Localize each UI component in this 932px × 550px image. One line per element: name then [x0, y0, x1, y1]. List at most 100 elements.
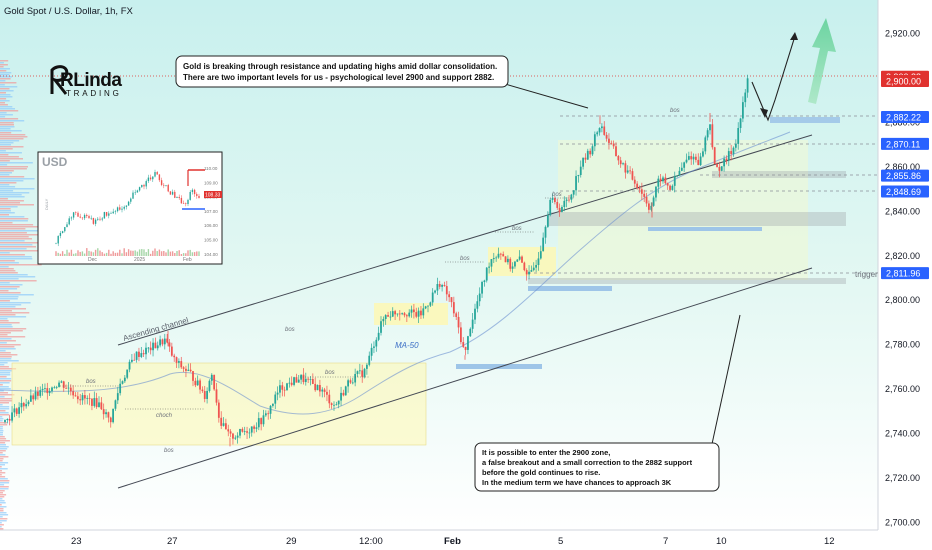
time-label: 12:00 [359, 536, 383, 547]
volume-profile-bar [0, 352, 11, 354]
candle-body [241, 428, 244, 432]
candle-body [431, 292, 434, 303]
volume-profile-bar [0, 436, 5, 438]
candle-body [739, 118, 742, 128]
candle-body [666, 183, 669, 186]
candle-body [243, 431, 246, 433]
inset-tick-label: 109.00 [204, 180, 218, 185]
candle-body [302, 374, 305, 383]
candle-body [476, 301, 479, 309]
candle-body [492, 258, 495, 260]
inset-candle-body [75, 212, 77, 213]
candle-body [683, 162, 686, 168]
volume-profile-bar [0, 474, 2, 476]
candle-body [133, 359, 136, 361]
volume-profile-bar [0, 472, 6, 474]
candle-body [598, 128, 601, 133]
volume-profile-bar [0, 130, 22, 132]
candle-body [185, 368, 187, 371]
top-note[interactable]: Gold is breaking through resistance and … [175, 55, 509, 88]
volume-profile-bar [0, 188, 35, 190]
bottom-note[interactable]: It is possible to enter the 2900 zone, a… [474, 442, 720, 492]
candle-body [558, 207, 561, 213]
blue-marker-2 [528, 286, 612, 291]
inset-candle-body [182, 203, 185, 204]
usd-inset-chart[interactable]: USD DAILY 110.00109.00108.00107.00106.00… [37, 151, 223, 265]
volume-profile-bar [0, 452, 3, 454]
candle-body [232, 433, 234, 439]
candle-body [502, 254, 505, 257]
volume-profile-bar [0, 222, 13, 224]
candle-body [685, 159, 688, 163]
price-label-text: 2,882.22 [886, 112, 921, 122]
candle-body [608, 138, 610, 143]
price-tick-label: 2,920.00 [885, 29, 920, 39]
candle-body [11, 412, 13, 421]
volume-profile-bar [0, 378, 12, 380]
volume-profile-bar [0, 402, 9, 404]
candle-body [603, 126, 606, 135]
volume-profile-bar [0, 348, 16, 350]
candle-body [189, 369, 192, 372]
inset-candle-body [108, 213, 110, 216]
candle-body [391, 311, 394, 317]
volume-profile-bar [0, 244, 33, 246]
volume-profile-bar [0, 228, 26, 230]
volume-profile-bar [0, 406, 10, 408]
volume-profile-bar [0, 268, 14, 270]
candle-body [74, 395, 77, 397]
inset-candle-body [138, 187, 141, 191]
top-note-line-1: Gold is breaking through resistance and … [183, 62, 497, 71]
channel-upper-line[interactable] [117, 134, 813, 346]
candle-body [135, 351, 138, 360]
bos-label: bos [552, 192, 562, 198]
volume-profile-bar [0, 500, 5, 502]
volume-profile-bar [0, 266, 9, 268]
channel-lower-line[interactable] [117, 267, 813, 489]
inset-candle-body [174, 191, 176, 198]
inset-x-label-feb: Feb [183, 257, 192, 263]
candle-body [570, 194, 573, 200]
volume-profile-bar [0, 460, 3, 462]
inset-candle-body [99, 218, 101, 220]
candle-body [549, 199, 552, 216]
candle-body [76, 396, 79, 400]
candle-body [455, 313, 458, 317]
candle-body [384, 315, 387, 319]
candle-body [121, 381, 124, 384]
candle-body [626, 170, 629, 173]
time-axis-panel[interactable] [0, 530, 878, 550]
inset-candle-body [86, 214, 88, 217]
volume-profile-bar [0, 148, 13, 150]
volume-profile-bar [0, 128, 11, 130]
volume-profile-bar [0, 184, 10, 186]
candle-body [210, 374, 213, 381]
candle-body [504, 256, 507, 263]
volume-profile-bar [0, 232, 27, 234]
candle-body [396, 313, 399, 315]
candle-body [445, 286, 448, 295]
inset-volume-bar [156, 251, 158, 256]
candle-body [307, 378, 310, 380]
candle-body [403, 313, 406, 316]
price-tick-label: 2,840.00 [885, 206, 920, 216]
inset-volume-bar [141, 249, 143, 256]
candle-body [109, 417, 112, 423]
volume-profile-bar [0, 376, 7, 378]
candle-body [584, 157, 587, 160]
candle-body [239, 428, 241, 436]
inset-volume-bar [99, 250, 101, 256]
candle-body [601, 126, 603, 129]
inset-candle-body [193, 189, 196, 195]
trigger-label: trigger [855, 270, 878, 279]
volume-profile-bar [0, 446, 9, 448]
volume-profile-bar [0, 166, 28, 168]
candle-body [86, 397, 89, 399]
candle-body [692, 156, 695, 160]
volume-profile-bar [0, 152, 22, 154]
volume-profile-bar [0, 210, 11, 212]
candle-body [485, 267, 488, 281]
volume-profile-bar [0, 364, 5, 366]
volume-profile-bar [0, 158, 23, 160]
